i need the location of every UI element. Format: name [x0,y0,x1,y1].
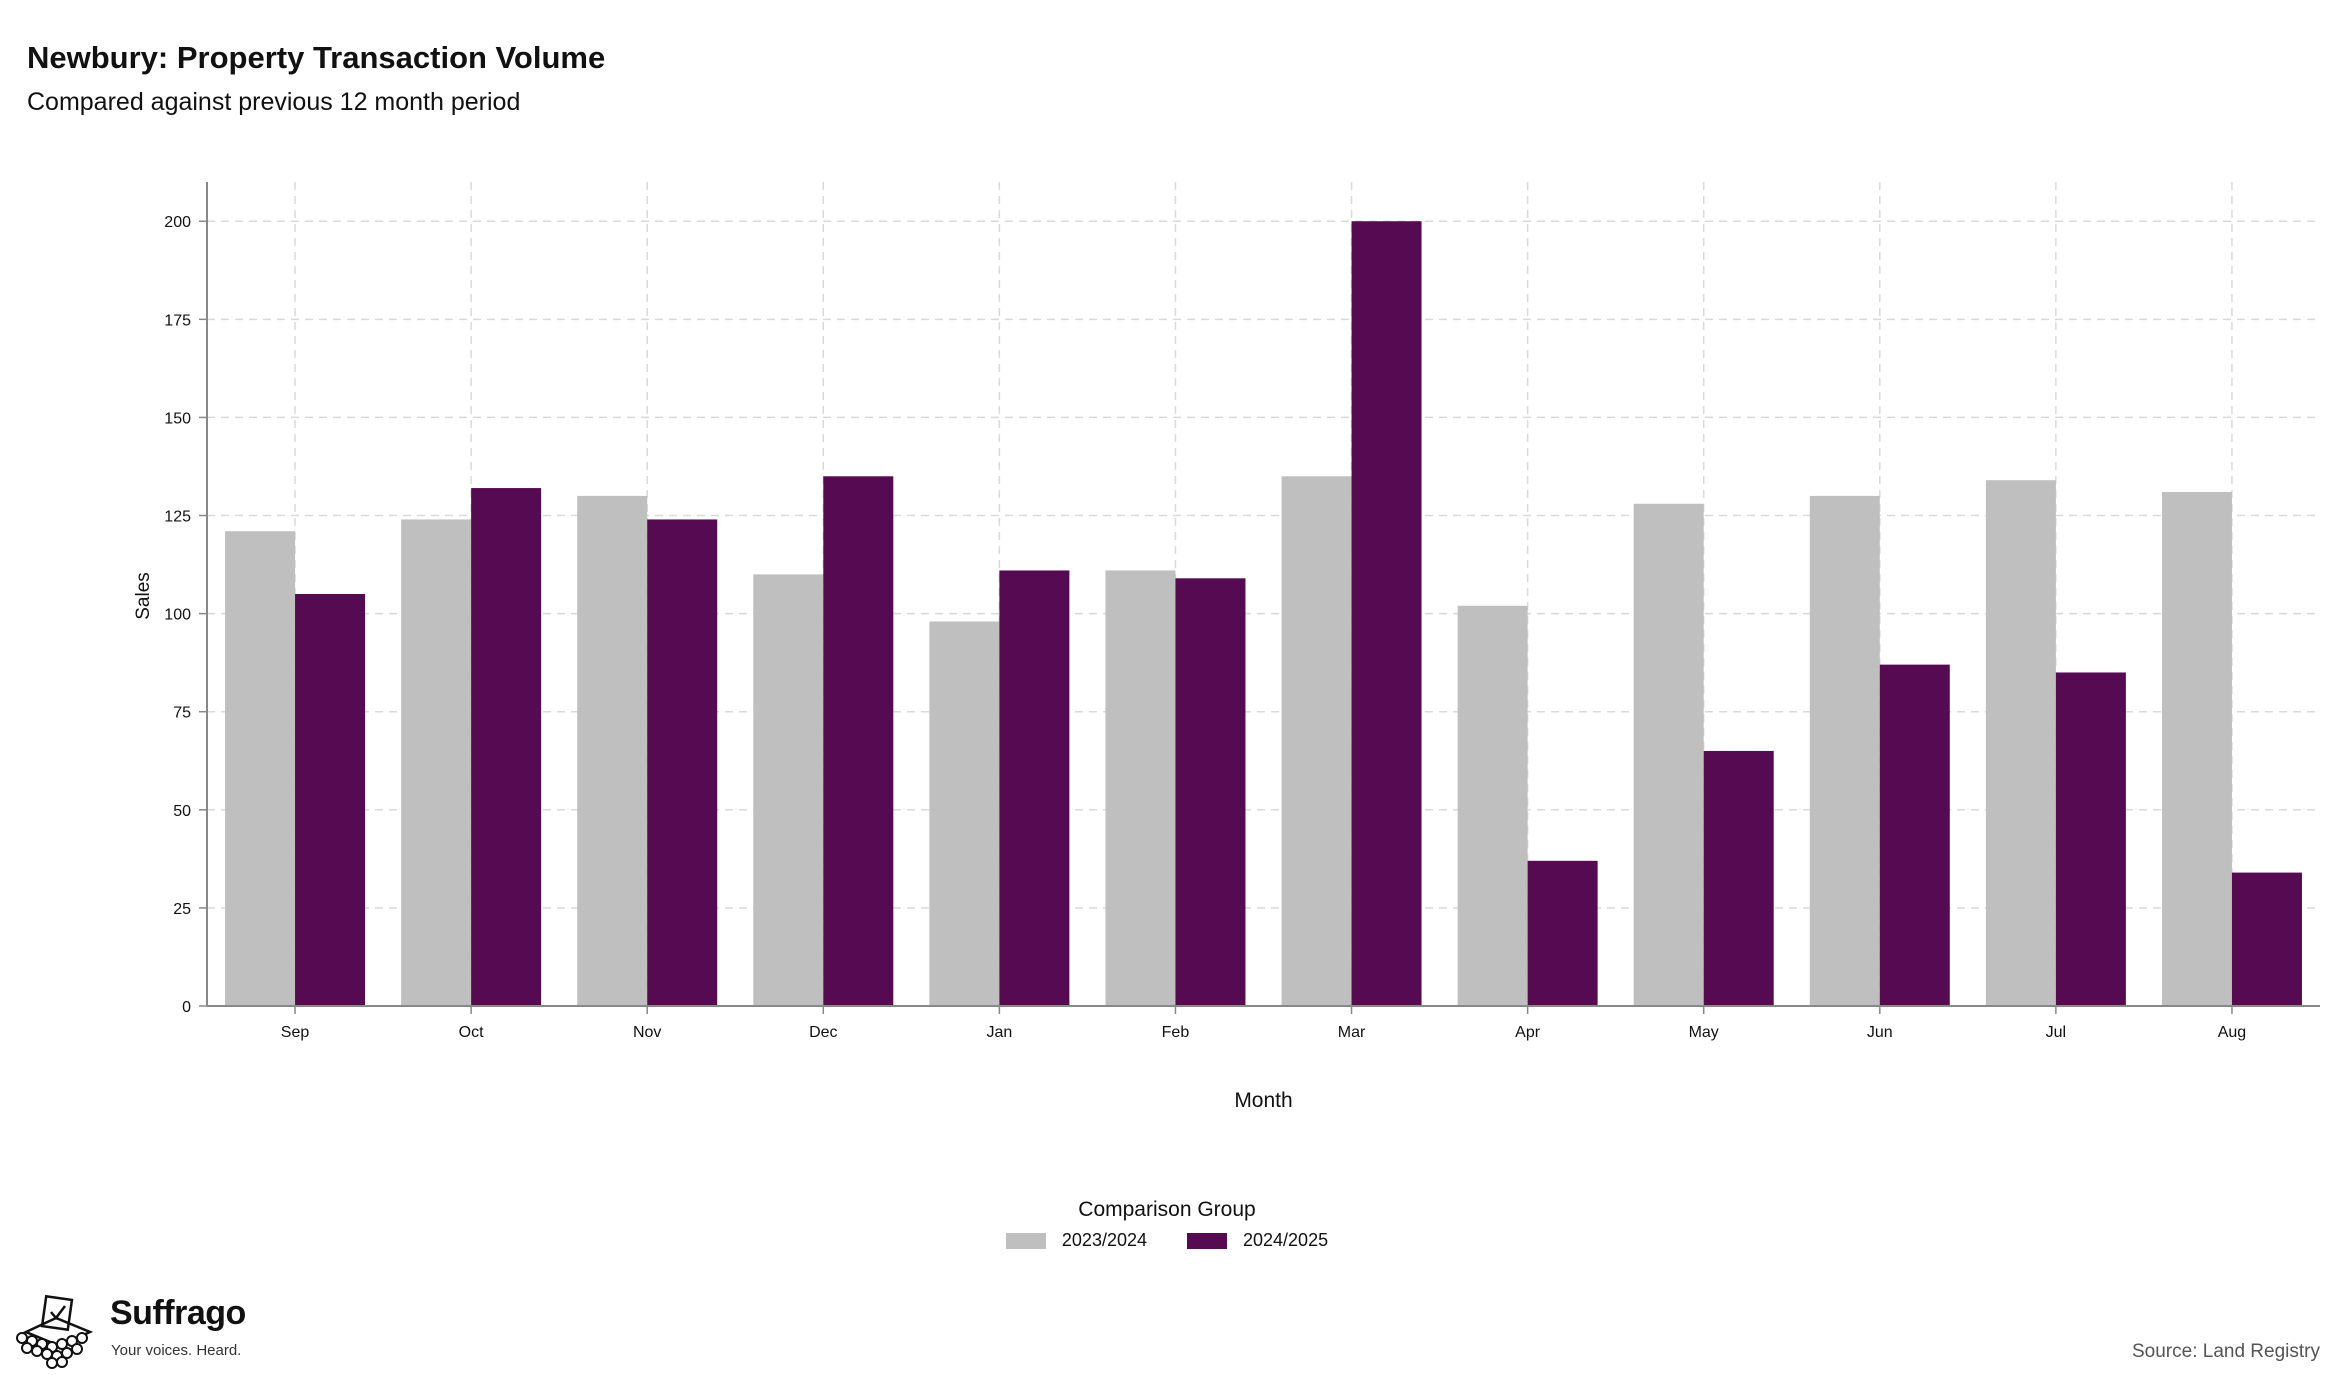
bar-2023-2024-dec [753,574,824,1006]
bar-2024-2025-jan [999,570,1070,1006]
y-tick-label: 0 [182,999,191,1016]
bar-2023-2024-may [1633,503,1704,1006]
legend-swatch [1187,1232,1227,1249]
bar-2023-2024-jul [1985,480,2056,1006]
bar-2023-2024-mar [1281,476,1352,1006]
legend-swatch [1005,1232,1046,1249]
bar-2024-2025-jun [1879,664,1950,1006]
x-tick-label: Feb [1162,1024,1190,1041]
bar-2023-2024-jun [1809,495,1880,1006]
legend-item: 2024/2025 [1187,1230,1328,1251]
legend-title: Comparison Group [1078,1198,1256,1221]
bar-2023-2024-feb [1105,570,1176,1006]
x-tick-label: Mar [1338,1024,1366,1041]
y-tick-label: 150 [164,410,191,427]
chart-subtitle: Compared against previous 12 month perio… [27,88,521,116]
brand-logo: Suffrago Your voices. Heard. [14,1292,264,1372]
x-axis-title: Month [1234,1089,1292,1112]
x-tick-label: Dec [809,1024,837,1041]
x-tick-label: Aug [2218,1024,2246,1041]
y-tick-label: 25 [173,901,191,918]
bar-2024-2025-dec [823,476,894,1006]
source-note: Source: Land Registry [2132,1341,2320,1362]
y-axis-title: Sales [133,572,154,620]
bar-2024-2025-apr [1527,860,1598,1006]
legend-label: 2023/2024 [1061,1230,1147,1250]
ballot-box-icon [16,1294,94,1369]
x-tick-label: Oct [459,1024,484,1041]
legend-item: 2023/2024 [1005,1230,1147,1251]
x-tick-label: Apr [1515,1024,1541,1041]
bar-2023-2024-jan [929,621,1000,1006]
bar-2023-2024-apr [1457,605,1528,1006]
bar-2024-2025-jul [2055,672,2126,1006]
y-tick-label: 175 [164,312,191,329]
bar-2023-2024-sep [225,531,296,1006]
y-tick-label: 125 [164,509,191,526]
y-tick-label: 50 [173,803,191,820]
bar-2023-2024-nov [577,495,648,1006]
x-tick-label: Jan [986,1024,1012,1041]
bar-2024-2025-may [1703,750,1774,1006]
x-tick-label: Jul [2046,1024,2066,1041]
x-tick-label: Nov [633,1024,661,1041]
x-tick-label: Jun [1867,1024,1893,1041]
bar-2024-2025-aug [2231,872,2302,1006]
bar-2023-2024-oct [401,519,472,1006]
x-tick-label: Sep [281,1024,310,1041]
bar-2024-2025-mar [1351,221,1422,1006]
bar-2024-2025-oct [471,488,542,1006]
y-tick-label: 200 [164,214,191,231]
legend-items: 2023/2024 2024/2025 [0,1230,2334,1251]
chart-title: Newbury: Property Transaction Volume [27,40,606,75]
legend-label: 2024/2025 [1243,1230,1329,1250]
bar-chart: 0 25 50 75 100 125 150 175 200 Sep Oct Nov Dec Jan Feb… [133,182,2320,1112]
y-tick-label: 75 [173,705,191,722]
brand-tagline: Your voices. Heard. [111,1342,242,1359]
bar-2024-2025-feb [1175,578,1246,1006]
legend: Comparison Group 2023/2024 2024/2025 [0,1198,2334,1251]
bar-2024-2025-nov [647,519,718,1006]
x-tick-label: May [1689,1024,1719,1041]
y-tick-label: 100 [164,607,191,624]
brand-name: Suffrago [110,1294,246,1332]
bar-2024-2025-sep [295,594,366,1006]
bar-2023-2024-aug [2161,491,2232,1006]
